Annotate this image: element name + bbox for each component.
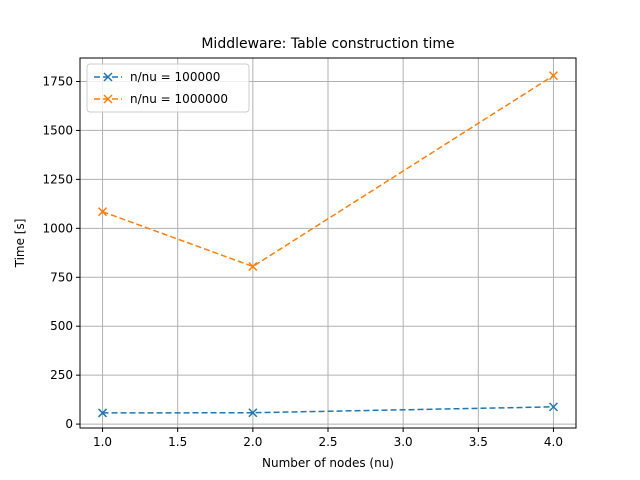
y-axis: 0 250 500 750 1000 1250 1500 1750 (42, 74, 80, 431)
x-axis: 1.0 1.5 2.0 2.5 3.0 3.5 4.0 (93, 428, 563, 449)
x-tick-label: 3.0 (394, 435, 413, 449)
y-tick-label: 250 (50, 368, 73, 382)
y-tick-label: 500 (50, 319, 73, 333)
series-2-line (102, 74, 554, 268)
chart-title: Middleware: Table construction time (201, 36, 454, 52)
data-point (248, 261, 258, 272)
x-tick-label: 2.5 (318, 435, 337, 449)
legend-marker (103, 94, 113, 104)
legend-item: n/nu = 1000000 (94, 92, 228, 106)
x-tick-label: 1.0 (93, 435, 112, 449)
legend-label: n/nu = 1000000 (130, 92, 228, 106)
y-tick-label: 750 (50, 270, 73, 284)
data-point (98, 207, 108, 217)
y-tick-label: 0 (65, 417, 73, 431)
y-tick-label: 1500 (42, 123, 73, 137)
y-tick-label: 1000 (42, 221, 73, 235)
x-tick-label: 3.5 (469, 435, 488, 449)
legend-box (86, 63, 250, 113)
x-tick-label: 4.0 (544, 435, 563, 449)
data-point (548, 71, 558, 81)
grid-lines (80, 58, 576, 428)
series-1-line (102, 406, 554, 414)
legend-label: n/nu = 100000 (130, 70, 220, 84)
legend: n/nu = 100000 n/nu = 1000000 (86, 63, 250, 113)
series-1 (98, 402, 558, 418)
data-point (98, 408, 108, 418)
series-2 (98, 71, 558, 272)
series-layer (98, 71, 558, 418)
x-axis-label: Number of nodes (nu) (262, 456, 394, 470)
y-axis-label: Time [s] (13, 219, 27, 269)
legend-marker (103, 72, 113, 82)
y-tick-label: 1250 (42, 172, 73, 186)
data-point (548, 402, 558, 412)
data-point (248, 408, 258, 418)
x-tick-label: 1.5 (168, 435, 187, 449)
y-tick-label: 1750 (42, 74, 73, 88)
x-tick-label: 2.0 (243, 435, 262, 449)
legend-item: n/nu = 100000 (94, 70, 220, 84)
